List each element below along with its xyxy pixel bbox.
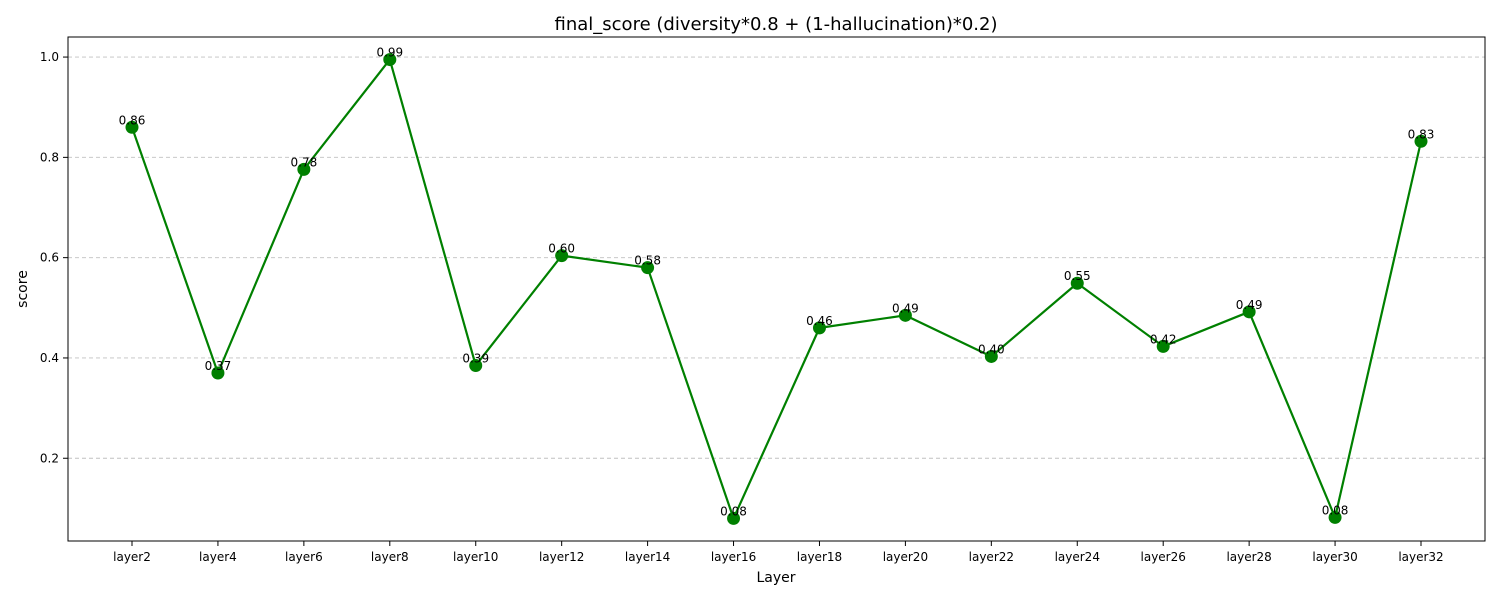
chart-title: final_score (diversity*0.8 + (1-hallucin… (555, 14, 998, 35)
y-axis-label: score (15, 270, 31, 308)
data-point (641, 261, 655, 275)
x-tick-label: layer32 (1398, 550, 1443, 564)
x-tick-label: layer12 (539, 550, 584, 564)
data-label: 0.46 (806, 314, 833, 328)
x-tick-label: layer18 (797, 550, 842, 564)
plot-frame (67, 36, 1486, 542)
x-tick-label: layer4 (199, 550, 237, 564)
series-line (130, 58, 1423, 520)
x-axis: layer2 layer4 layer6 layer8 layer10 layer12 la… (113, 541, 1444, 564)
data-label: 0.49 (1236, 298, 1263, 312)
y-tick-label: 0.4 (40, 351, 59, 365)
data-label: 0.58 (634, 254, 661, 268)
series-final-score (125, 53, 1428, 525)
data-label: 0.86 (119, 113, 146, 127)
data-label: 0.60 (548, 242, 575, 256)
data-label: 0.42 (1150, 332, 1177, 346)
data-point (898, 308, 912, 322)
data-point (1328, 510, 1342, 524)
x-axis-label: Layer (756, 570, 795, 586)
grid-lines (68, 56, 1485, 459)
x-tick-label: layer8 (371, 550, 409, 564)
data-point (125, 120, 139, 134)
data-point (1156, 339, 1170, 353)
x-tick-label: layer28 (1226, 550, 1271, 564)
data-label: 0.40 (978, 342, 1005, 356)
data-label: 0.39 (462, 351, 489, 365)
x-tick-label: layer26 (1141, 550, 1186, 564)
y-tick-label: 0.8 (40, 150, 59, 164)
data-label: 0.49 (892, 301, 919, 315)
data-point (211, 366, 225, 380)
data-point (1070, 276, 1084, 290)
data-labels: 0.86 0.37 0.78 0.99 0.39 0.60 0.58 0.08 0.46 0.49… (119, 46, 1435, 519)
data-point (555, 249, 569, 263)
data-point (1242, 305, 1256, 319)
data-point (812, 321, 826, 335)
data-point (383, 53, 397, 67)
y-axis: 0.2 0.4 0.6 0.8 1.0 (40, 50, 68, 465)
x-tick-label: layer14 (625, 550, 670, 564)
data-label: 0.08 (720, 504, 747, 518)
x-tick-label: layer30 (1312, 550, 1357, 564)
x-tick-label: layer10 (453, 550, 498, 564)
data-label: 0.78 (291, 155, 318, 169)
x-tick-label: layer16 (711, 550, 756, 564)
y-tick-label: 0.6 (40, 251, 59, 265)
x-tick-label: layer22 (969, 550, 1014, 564)
data-point (297, 162, 311, 176)
y-tick-label: 1.0 (40, 50, 59, 64)
data-point (727, 511, 741, 525)
data-label: 0.08 (1322, 503, 1349, 517)
data-label: 0.55 (1064, 269, 1091, 283)
y-tick-label: 0.2 (40, 451, 59, 465)
x-tick-label: layer2 (113, 550, 151, 564)
data-point (1414, 134, 1428, 148)
x-tick-label: layer20 (883, 550, 928, 564)
data-point (984, 349, 998, 363)
data-label: 0.37 (205, 359, 232, 373)
x-tick-label: layer6 (285, 550, 323, 564)
data-point (469, 358, 483, 372)
x-tick-label: layer24 (1055, 550, 1100, 564)
data-label: 0.99 (376, 46, 403, 60)
data-label: 0.83 (1408, 127, 1435, 141)
